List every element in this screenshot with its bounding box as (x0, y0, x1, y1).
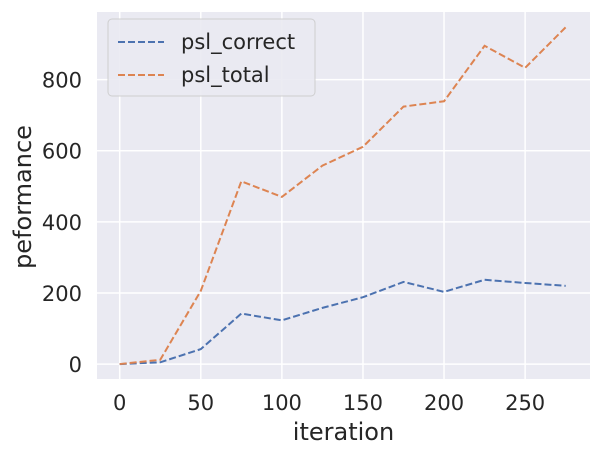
x-axis-label: iteration (293, 418, 394, 446)
series-line-psl-total (119, 26, 567, 366)
legend: psl_correct psl_total (107, 18, 316, 97)
x-tick-labels: 0 50 100 150 200 250 (113, 391, 545, 415)
y-tick-label-0: 0 (69, 353, 82, 377)
y-tick-labels: 0 200 400 600 800 (42, 69, 82, 377)
y-tick-label-400: 400 (42, 211, 82, 235)
x-tick-label-100: 100 (262, 391, 302, 415)
x-tick-label-150: 150 (343, 391, 383, 415)
y-axis-label: peformance (9, 125, 37, 269)
legend-label-psl-correct: psl_correct (181, 30, 295, 55)
legend-box (107, 18, 316, 97)
series-layer (119, 26, 567, 366)
series-line-psl-correct (119, 278, 566, 366)
legend-label-psl-total: psl_total (181, 63, 270, 88)
x-tick-label-250: 250 (505, 391, 545, 415)
x-tick-label-50: 50 (187, 391, 214, 415)
y-tick-label-200: 200 (42, 282, 82, 306)
y-tick-label-800: 800 (42, 69, 82, 93)
x-tick-label-0: 0 (113, 391, 126, 415)
y-tick-label-600: 600 (42, 140, 82, 164)
x-tick-label-200: 200 (424, 391, 464, 415)
